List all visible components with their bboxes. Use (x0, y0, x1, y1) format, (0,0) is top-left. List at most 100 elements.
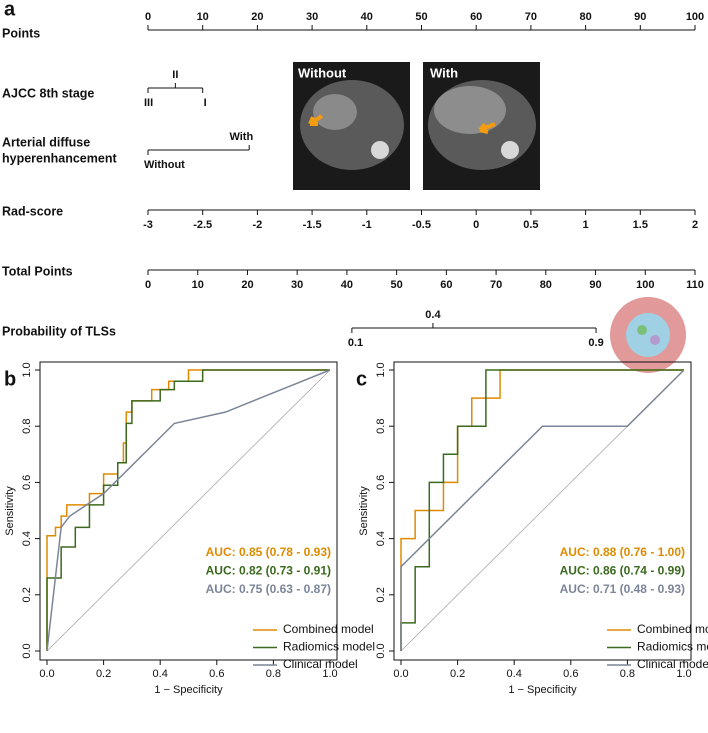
tick-label: Without (144, 159, 185, 171)
tick-label: 0.4 (425, 309, 441, 321)
legend-label: Radiomics model (637, 640, 708, 654)
ct-images: Without With (293, 62, 540, 190)
x-tick-label: 0.6 (209, 668, 224, 680)
auc-annotation: AUC: 0.82 (0.73 - 0.91) (206, 564, 331, 578)
row-label: Arterial diffuse (2, 135, 90, 149)
tick-label: 100 (636, 279, 654, 291)
tick-label: 40 (341, 279, 353, 291)
tick-label: -1.5 (303, 219, 322, 231)
tick-label: 100 (686, 11, 704, 23)
tick-label: 2 (692, 219, 698, 231)
row-label: Points (2, 26, 40, 40)
tick-label: 80 (579, 11, 591, 23)
tick-label: 90 (589, 279, 601, 291)
auc-annotation: AUC: 0.86 (0.74 - 0.99) (560, 564, 685, 578)
tick-label: -2.5 (193, 219, 212, 231)
panel-label: c (356, 368, 367, 390)
x-tick-label: 0.4 (507, 668, 522, 680)
roc-curve (400, 369, 684, 651)
tick-label: 60 (440, 279, 452, 291)
roc-curve (46, 369, 330, 651)
y-tick-label: 1.0 (21, 362, 33, 377)
cell (650, 335, 660, 345)
x-tick-label: 0.4 (153, 668, 168, 680)
reference-line (46, 369, 331, 652)
tick-label: 0.9 (588, 337, 603, 349)
legend-label: Clinical model (283, 657, 358, 671)
tick-label: -0.5 (412, 219, 431, 231)
tick-label: 80 (540, 279, 552, 291)
tick-label: -2 (253, 219, 263, 231)
roc-curve (46, 369, 331, 652)
tick-label: 20 (241, 279, 253, 291)
y-tick-label: 0.0 (375, 643, 387, 658)
x-axis-label: 1 − Specificity (508, 684, 577, 696)
ct-spine (371, 141, 389, 159)
plot-frame (39, 361, 338, 661)
y-tick-label: 0.2 (375, 587, 387, 602)
tick-label: 30 (291, 279, 303, 291)
tick-label: 110 (686, 279, 704, 291)
legend-label: Combined model (637, 622, 708, 636)
y-tick-label: 0.4 (375, 531, 387, 546)
row-label: hyperenhancement (2, 151, 117, 165)
panel-label: a (4, 0, 16, 20)
tick-label: 1.5 (633, 219, 648, 231)
panel-label: b (4, 368, 16, 390)
tick-label: 10 (192, 279, 204, 291)
tick-label: 30 (306, 11, 318, 23)
ct-organ (434, 86, 506, 134)
ct-organ (313, 94, 357, 130)
row-label: Total Points (2, 264, 73, 278)
cell-icon (610, 297, 686, 373)
tick-label: 40 (361, 11, 373, 23)
row-label: Probability of TLSs (2, 324, 116, 338)
tick-label: 50 (391, 279, 403, 291)
y-tick-label: 0.6 (21, 475, 33, 490)
x-tick-label: 0.0 (39, 668, 54, 680)
arrow (308, 114, 324, 126)
y-tick-label: 1.0 (375, 362, 387, 377)
cell (637, 325, 647, 335)
tick-label: -1 (362, 219, 372, 231)
tick-label: I (204, 97, 207, 109)
y-tick-label: 0.8 (21, 419, 33, 434)
tick-label: With (229, 131, 253, 143)
row-label: Rad-score (2, 204, 63, 218)
x-tick-label: 1.0 (676, 668, 691, 680)
auc-annotation: AUC: 0.85 (0.78 - 0.93) (206, 545, 331, 559)
cell-core (626, 313, 670, 357)
x-tick-label: 1.0 (322, 668, 337, 680)
tick-label: 0 (145, 11, 151, 23)
tick-label: 70 (525, 11, 537, 23)
tick-label: 1 (583, 219, 589, 231)
x-tick-label: 0.0 (393, 668, 408, 680)
y-tick-label: 0.2 (21, 587, 33, 602)
x-tick-label: 0.8 (620, 668, 635, 680)
tick-label: 0.5 (523, 219, 538, 231)
tick-label: 20 (251, 11, 263, 23)
x-tick-label: 0.2 (96, 668, 111, 680)
x-tick-label: 0.8 (266, 668, 281, 680)
auc-annotation: AUC: 0.88 (0.76 - 1.00) (560, 545, 685, 559)
image-caption: Without (298, 65, 347, 80)
tick-label: 50 (415, 11, 427, 23)
tick-label: III (144, 97, 153, 109)
y-tick-label: 0.6 (375, 475, 387, 490)
tick-label: -3 (143, 219, 153, 231)
tick-label: 60 (470, 11, 482, 23)
x-axis-label: 1 − Specificity (154, 684, 223, 696)
x-tick-label: 0.6 (563, 668, 578, 680)
legend-label: Radiomics model (283, 640, 375, 654)
ct-spine (501, 141, 519, 159)
tick-label: 70 (490, 279, 502, 291)
y-axis-label: Sensitivity (4, 486, 16, 536)
tick-label: 0 (145, 279, 151, 291)
row-label: AJCC 8th stage (2, 86, 94, 100)
roc-curve (400, 369, 684, 651)
auc-annotation: AUC: 0.71 (0.48 - 0.93) (560, 582, 685, 596)
legend-label: Combined model (283, 622, 374, 636)
auc-annotation: AUC: 0.75 (0.63 - 0.87) (206, 582, 331, 596)
y-axis-label: Sensitivity (358, 486, 370, 536)
